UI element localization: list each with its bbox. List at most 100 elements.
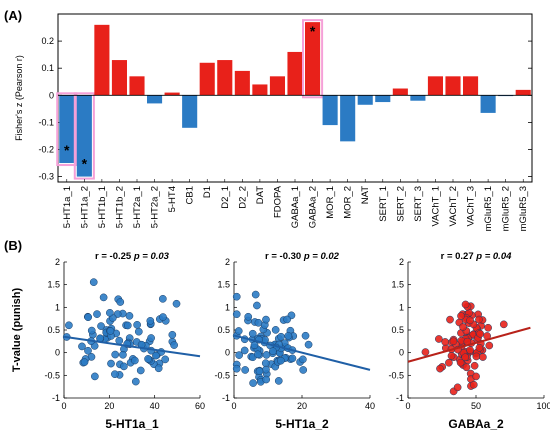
- bar: [427, 76, 443, 96]
- x-tick-label: 50: [471, 401, 481, 411]
- scatter-point: [168, 330, 177, 339]
- scatter-point: [262, 315, 270, 324]
- scatter-point: [111, 350, 120, 359]
- scatter-point: [147, 334, 155, 342]
- y-tick-label: -0.5: [44, 370, 60, 380]
- scatter-point: [299, 355, 307, 364]
- scatter-point: [235, 351, 243, 359]
- scatter-point: [476, 329, 485, 338]
- scatter-plot-5ht1a-1: -1-0.500.511.520 20 40 60r = -0.25 p = 0.03…: [11, 251, 205, 431]
- y-tick-label: 0.2: [41, 36, 54, 46]
- scatter-point: [144, 355, 152, 363]
- p-value: p = 0.03: [133, 251, 170, 262]
- x-tick-label: SERT_1: [378, 186, 389, 222]
- scatter-point: [133, 320, 141, 329]
- bar: [392, 88, 408, 96]
- x-tick-label: mGluR5_2: [501, 186, 512, 231]
- y-tick-label: -0.5: [388, 370, 404, 380]
- scatter-point: [457, 312, 465, 320]
- scatter-point: [472, 352, 481, 361]
- scatter-point: [250, 341, 259, 350]
- y-tick-label: 1: [225, 302, 230, 312]
- scatter-point: [244, 312, 253, 321]
- scatter-point: [459, 323, 467, 331]
- bar: [375, 95, 391, 103]
- regression-line: [233, 334, 371, 371]
- scatter-point: [462, 363, 471, 372]
- scatter-point: [123, 321, 132, 330]
- scatter-point: [277, 356, 285, 365]
- scatter-point: [499, 320, 508, 329]
- x-tick-label: mGluR5_3: [518, 186, 529, 231]
- x-tick-label: 5-HT1a_1: [62, 186, 73, 228]
- bar: [217, 60, 233, 96]
- y-tick-label: 0.1: [41, 63, 54, 73]
- y-tick-label: 1: [55, 302, 60, 312]
- scatter-point: [269, 347, 277, 356]
- scatter-point: [172, 299, 181, 308]
- x-tick-label: 0: [405, 401, 410, 411]
- x-tick-label: 5-HT1b_2: [114, 186, 125, 228]
- y-tick-label: 2: [55, 257, 60, 267]
- y-tick-label: -0.3: [38, 172, 54, 182]
- scatter-point: [134, 327, 143, 336]
- scatter-point: [262, 365, 270, 374]
- scatter-point: [131, 377, 140, 386]
- y-tick-label: 0: [55, 348, 60, 358]
- x-tick-label: 5-HT2a_1: [132, 186, 143, 228]
- y-tick-label: -1: [52, 393, 60, 403]
- scatter-point: [274, 377, 283, 385]
- x-tick-label: 20: [104, 401, 114, 411]
- x-axis-label: 5-HT1a_2: [275, 417, 329, 431]
- bar: [94, 24, 110, 96]
- scatter-point: [241, 366, 250, 374]
- scatter-point: [80, 358, 89, 366]
- bar-chart: -0.3 -0.2 -0.1 0 0.1 0.2 Fisher's z (Pearson r…: [14, 13, 533, 231]
- bar: [164, 92, 180, 96]
- bar: [357, 95, 373, 105]
- scatter-point: [472, 372, 480, 381]
- scatter-point: [475, 343, 484, 352]
- stat-label: r = 0.27 p = 0.04: [441, 251, 512, 262]
- scatter-point: [251, 290, 260, 299]
- scatter-point: [271, 326, 280, 334]
- x-tick-label: GABAa_2: [308, 186, 319, 228]
- bar: [59, 95, 75, 164]
- scatter-point: [461, 353, 470, 362]
- significance-asterisk: *: [82, 156, 88, 172]
- scatter-point: [253, 350, 262, 359]
- x-tick-label: 100: [536, 401, 550, 411]
- scatter-point: [93, 310, 101, 318]
- scatter-point: [99, 293, 108, 302]
- x-tick-label: D1: [202, 186, 213, 198]
- x-tick-label: FDOPA: [272, 185, 283, 218]
- y-tick-label: -0.5: [214, 370, 230, 380]
- bar: [515, 89, 531, 96]
- y-tick-label: -1: [396, 393, 404, 403]
- scatter-point: [65, 321, 73, 330]
- bar: [287, 51, 303, 96]
- x-tick-label: SERT_2: [395, 186, 406, 222]
- y-tick-label: 1.5: [391, 280, 404, 290]
- bar: [305, 22, 321, 96]
- scatter-point: [446, 315, 454, 324]
- x-axis-label: 5-HT1a_1: [105, 417, 159, 431]
- plot-frame: [57, 13, 533, 183]
- x-tick-label: 5-HT4: [167, 186, 178, 212]
- p-value: p = 0.04: [475, 251, 512, 262]
- significance-asterisk: *: [310, 23, 316, 39]
- scatter-point: [111, 370, 119, 379]
- significance-highlight: [302, 19, 324, 99]
- scatter-point: [304, 340, 313, 349]
- scatter-point: [288, 354, 297, 363]
- bar: [182, 95, 198, 128]
- scatter-point: [469, 380, 478, 389]
- y-tick-label: -1: [222, 393, 230, 403]
- x-tick-label: 0: [231, 401, 236, 411]
- scatter-point: [445, 358, 453, 367]
- scatter-point: [453, 383, 462, 392]
- scatter-point: [466, 316, 474, 325]
- scatter-point: [158, 294, 167, 303]
- scatter-point: [97, 322, 105, 330]
- scatter-point: [107, 359, 115, 368]
